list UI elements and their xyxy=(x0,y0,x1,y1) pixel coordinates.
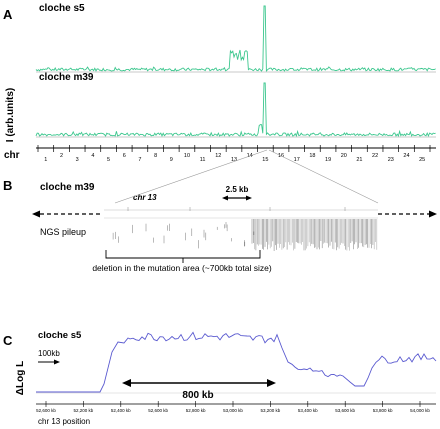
chr-tick-label: 5 xyxy=(107,157,110,163)
c-tick-label: 53,000 kb xyxy=(223,408,243,413)
zoom-line-left xyxy=(114,149,268,204)
scale-2-5kb-arrow xyxy=(222,195,252,201)
pileup-ruler-ticks xyxy=(127,207,346,211)
c-tick-label: 52,600 kb xyxy=(148,408,168,413)
chr-tick-label: 21 xyxy=(356,157,362,163)
chr-tick-label: 11 xyxy=(200,157,206,163)
c-tick-label: 53,600 kb xyxy=(335,408,355,413)
panel-b-label: cloche m39 xyxy=(40,182,95,193)
span-800kb-label: 800 kb xyxy=(182,390,213,401)
zoom-line-right xyxy=(268,149,379,204)
deletion-bracket xyxy=(105,250,261,259)
chr-tick-label: 15 xyxy=(262,157,268,163)
track2-trace xyxy=(35,82,436,138)
chr-tick-label: 23 xyxy=(388,157,394,163)
track2-label: cloche m39 xyxy=(39,72,94,83)
track1-trace xyxy=(35,5,436,72)
panel-c-letter: C xyxy=(3,333,13,348)
c-tick-label: 53,200 kb xyxy=(261,408,281,413)
chr-tick-label: 24 xyxy=(403,153,409,159)
chr-tick-label: 20 xyxy=(341,153,347,159)
scale-2-5kb-label: 2.5 kb xyxy=(226,185,249,194)
c-tick-label: 52,800 kb xyxy=(186,408,206,413)
chr-tick-label: 9 xyxy=(170,157,173,163)
chr-tick-label: 6 xyxy=(123,153,126,159)
chr-tick-label: 25 xyxy=(419,157,425,163)
track1-label: cloche s5 xyxy=(39,3,85,14)
c-tick-label: 52,400 kb xyxy=(111,408,131,413)
chr-tick-label: 17 xyxy=(294,157,300,163)
panel-c-label: cloche s5 xyxy=(38,330,82,341)
c-tick-label: 53,800 kb xyxy=(373,408,393,413)
chr-tick-label: 22 xyxy=(372,153,378,159)
ngs-pileup-label: NGS pileup xyxy=(40,227,86,237)
chr-tick-label: 3 xyxy=(76,157,79,163)
pileup-reads xyxy=(112,219,378,251)
right-dashed-arrow xyxy=(378,210,437,218)
chr13-label: chr 13 xyxy=(133,193,157,202)
span-800kb-arrow xyxy=(122,379,276,387)
chr-tick-label: 12 xyxy=(215,153,221,159)
log-l-trace xyxy=(36,331,437,393)
c-tick-label: 54,000 kb xyxy=(410,408,430,413)
panel-b-letter: B xyxy=(3,178,12,193)
c-tick-label: 52,600 kb xyxy=(36,408,56,413)
chr-tick-label: 18 xyxy=(309,153,315,159)
chr-axis-label: chr xyxy=(4,150,20,161)
panel-a-letter: A xyxy=(3,7,13,22)
panel-a-ylabel: I (arb.units) xyxy=(5,88,16,142)
chr-tick-label: 10 xyxy=(184,153,190,159)
left-dashed-arrow xyxy=(32,210,103,218)
scale-100kb-arrow xyxy=(38,359,60,365)
chr-tick-label: 7 xyxy=(138,157,141,163)
chr-tick-label: 13 xyxy=(231,157,237,163)
chr-tick-label: 8 xyxy=(154,153,157,159)
chr-tick-label: 1 xyxy=(44,157,47,163)
scale-100kb-label: 100kb xyxy=(38,349,60,358)
panel-c-xlabel: chr 13 position xyxy=(38,417,90,426)
panel-c-ylabel: ΔLog L xyxy=(15,361,26,395)
chr-tick-label: 2 xyxy=(60,153,63,159)
c-tick-label: 53,400 kb xyxy=(298,408,318,413)
deletion-label: deletion in the mutation area (~700kb to… xyxy=(92,263,271,273)
panel-c-ticks: 52,600 kb 52,200 kb 52,400 kb 52,600 kb 52,8… xyxy=(36,401,430,413)
chr-tick-label: 19 xyxy=(325,157,331,163)
c-tick-label: 52,200 kb xyxy=(74,408,94,413)
chr-tick-label: 4 xyxy=(91,153,94,159)
